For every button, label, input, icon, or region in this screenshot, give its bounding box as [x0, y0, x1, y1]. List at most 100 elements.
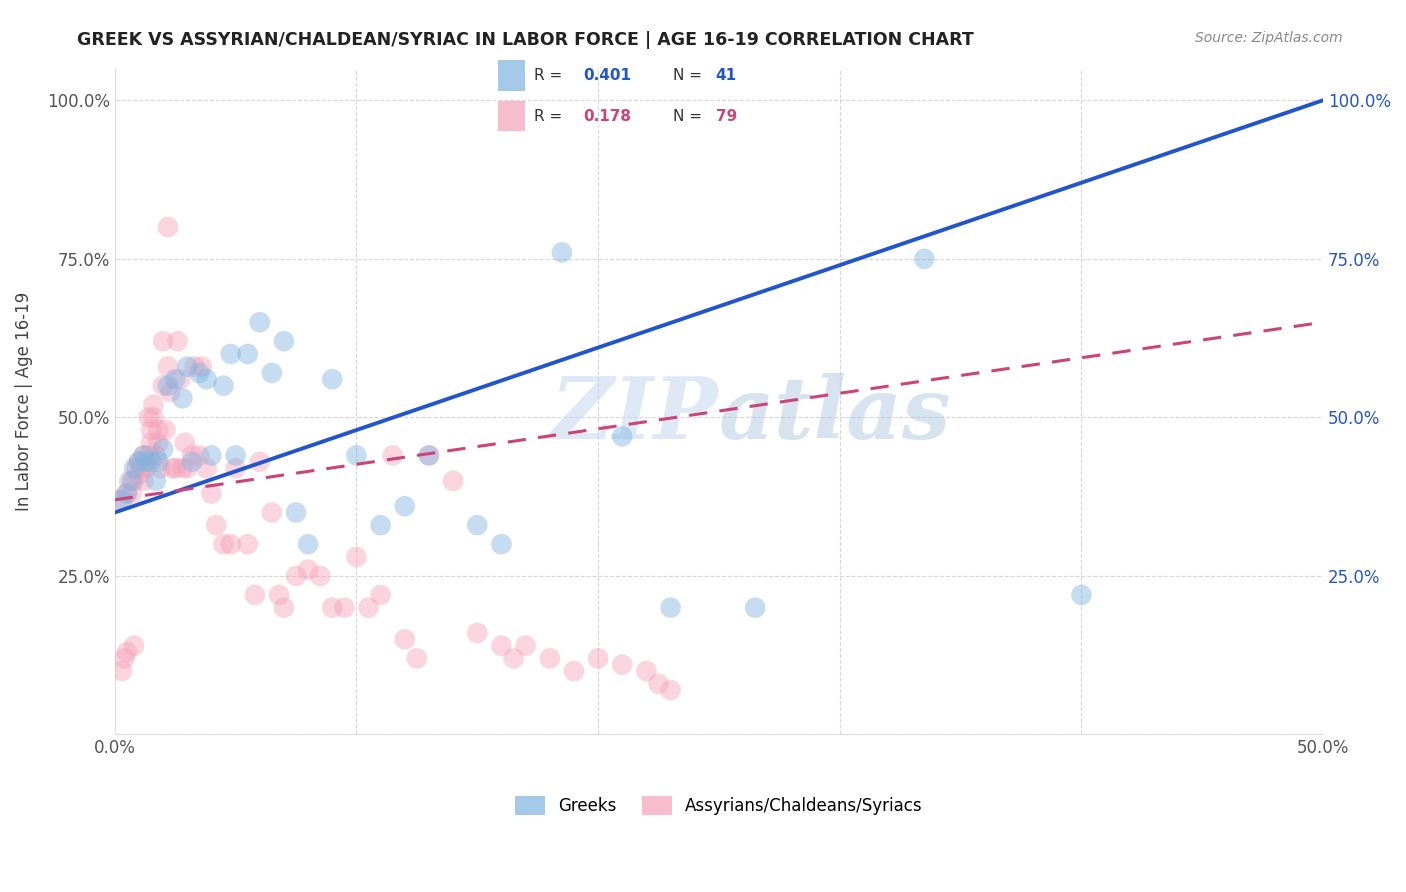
Point	[138, 410, 160, 425]
Point	[172, 461, 194, 475]
Point	[441, 474, 464, 488]
Point	[183, 359, 205, 374]
Point	[139, 455, 162, 469]
Point	[285, 569, 308, 583]
Point	[551, 245, 574, 260]
Point	[370, 518, 392, 533]
Point	[148, 423, 170, 437]
Point	[162, 461, 184, 475]
Point	[195, 372, 218, 386]
Point	[381, 449, 404, 463]
Point	[148, 455, 170, 469]
Point	[225, 461, 247, 475]
Point	[176, 461, 198, 475]
Text: N =: N =	[673, 109, 707, 124]
Point	[647, 677, 669, 691]
Text: 41: 41	[716, 68, 737, 83]
Point	[236, 537, 259, 551]
Point	[297, 537, 319, 551]
FancyBboxPatch shape	[498, 61, 526, 91]
Point	[159, 384, 181, 399]
Point	[491, 639, 513, 653]
Point	[132, 449, 155, 463]
Point	[491, 537, 513, 551]
Point	[108, 492, 131, 507]
Point	[122, 639, 145, 653]
Point	[122, 474, 145, 488]
Point	[132, 449, 155, 463]
Point	[142, 410, 165, 425]
Point	[285, 506, 308, 520]
Point	[128, 455, 150, 469]
Point	[138, 449, 160, 463]
Point	[219, 347, 242, 361]
Point	[225, 449, 247, 463]
Point	[128, 467, 150, 482]
Text: 0.178: 0.178	[582, 109, 631, 124]
Point	[659, 600, 682, 615]
Point	[636, 664, 658, 678]
Point	[139, 423, 162, 437]
Point	[321, 372, 343, 386]
Point	[115, 486, 138, 500]
Point	[173, 435, 195, 450]
Point	[156, 359, 179, 374]
Point	[200, 449, 222, 463]
Point	[172, 392, 194, 406]
Point	[135, 455, 157, 469]
Point	[190, 359, 212, 374]
FancyBboxPatch shape	[498, 101, 526, 131]
Point	[132, 474, 155, 488]
Point	[321, 600, 343, 615]
Point	[357, 600, 380, 615]
Point	[169, 372, 191, 386]
Point	[346, 549, 368, 564]
Y-axis label: In Labor Force | Age 16-19: In Labor Force | Age 16-19	[15, 292, 32, 511]
Point	[156, 220, 179, 235]
Text: N =: N =	[673, 68, 707, 83]
Text: atlas: atlas	[718, 373, 952, 457]
Point	[418, 449, 440, 463]
Point	[612, 429, 634, 443]
Point	[148, 435, 170, 450]
Point	[260, 366, 283, 380]
Point	[612, 657, 634, 672]
Point	[267, 588, 290, 602]
Text: R =: R =	[534, 68, 568, 83]
Text: 79: 79	[716, 109, 737, 124]
Point	[465, 518, 488, 533]
Text: R =: R =	[534, 109, 568, 124]
Point	[176, 359, 198, 374]
Point	[121, 486, 143, 500]
Point	[586, 651, 609, 665]
Text: GREEK VS ASSYRIAN/CHALDEAN/SYRIAC IN LABOR FORCE | AGE 16-19 CORRELATION CHART: GREEK VS ASSYRIAN/CHALDEAN/SYRIAC IN LAB…	[77, 31, 974, 49]
Point	[156, 378, 179, 392]
Point	[297, 563, 319, 577]
Point	[273, 334, 295, 349]
Point	[155, 423, 177, 437]
Point	[139, 435, 162, 450]
Text: ZIP: ZIP	[551, 373, 718, 457]
Point	[145, 474, 167, 488]
Point	[912, 252, 935, 266]
Point	[181, 455, 204, 469]
Point	[418, 449, 440, 463]
Point	[1070, 588, 1092, 602]
Point	[115, 645, 138, 659]
Point	[188, 449, 211, 463]
Point	[260, 506, 283, 520]
Text: Source: ZipAtlas.com: Source: ZipAtlas.com	[1195, 31, 1343, 45]
Point	[659, 683, 682, 698]
Point	[111, 492, 134, 507]
Point	[149, 461, 172, 475]
Point	[394, 499, 416, 513]
Point	[142, 398, 165, 412]
Point	[195, 461, 218, 475]
Point	[515, 639, 537, 653]
Point	[212, 537, 235, 551]
Point	[370, 588, 392, 602]
Point	[121, 474, 143, 488]
Point	[188, 366, 211, 380]
Legend: Greeks, Assyrians/Chaldeans/Syriacs: Greeks, Assyrians/Chaldeans/Syriacs	[509, 789, 929, 822]
Point	[166, 334, 188, 349]
